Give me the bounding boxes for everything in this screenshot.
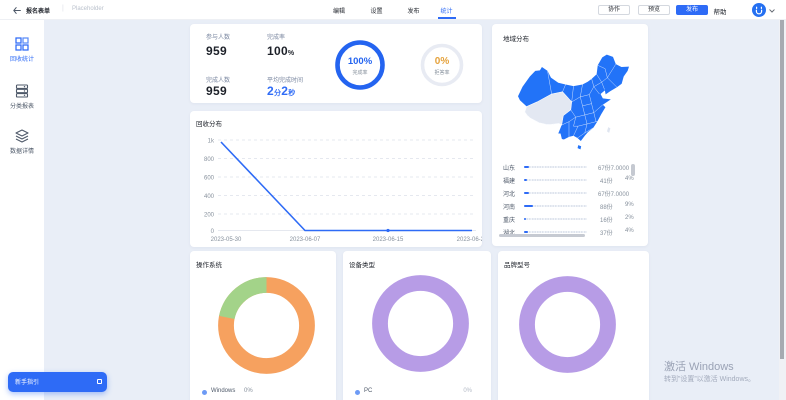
svg-text:800: 800 — [204, 157, 215, 163]
svg-text:2023-06-23: 2023-06-23 — [457, 237, 482, 243]
svg-text:2023-06-07: 2023-06-07 — [290, 237, 321, 243]
svg-text:200: 200 — [204, 213, 215, 219]
svg-text:0: 0 — [211, 229, 215, 235]
svg-text:2023-05-30: 2023-05-30 — [211, 237, 242, 243]
svg-text:1k: 1k — [208, 139, 215, 145]
svg-text:600: 600 — [204, 176, 215, 182]
svg-text:400: 400 — [204, 194, 215, 200]
svg-text:2023-06-15: 2023-06-15 — [373, 237, 404, 243]
